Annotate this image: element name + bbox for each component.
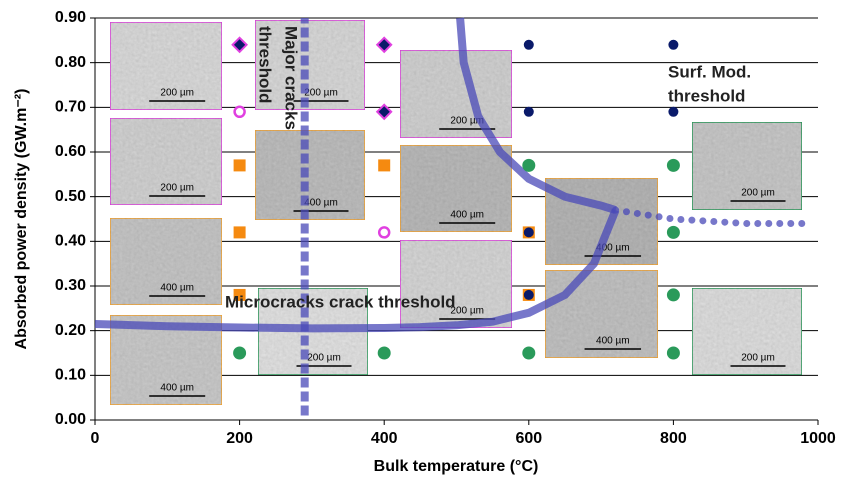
micrograph-inset: 200 µm: [110, 22, 222, 110]
micrograph-inset: 400 µm: [400, 145, 512, 232]
marker: [668, 40, 678, 50]
x-tick-label: 200: [226, 430, 253, 447]
marker: [378, 159, 390, 171]
y-tick-label: 0.60: [55, 143, 86, 160]
marker: [524, 290, 534, 300]
scale-label: 200 µm: [160, 183, 194, 194]
micrograph-inset: 400 µm: [255, 130, 365, 220]
scale-label: 200 µm: [160, 88, 194, 99]
marker: [522, 159, 535, 172]
micrograph-inset: 400 µm: [110, 218, 222, 305]
marker: [667, 226, 680, 239]
scale-label: 400 µm: [596, 336, 630, 347]
micrograph-inset: 200 µm: [110, 118, 222, 205]
micrograph-inset: 200 µm: [400, 240, 512, 328]
marker: [668, 107, 678, 117]
marker: [234, 159, 246, 171]
x-tick-label: 600: [515, 430, 542, 447]
scale-label: 200 µm: [304, 88, 338, 99]
y-tick-label: 0.80: [55, 54, 86, 71]
marker: [234, 226, 246, 238]
marker: [524, 107, 534, 117]
scale-label: 400 µm: [160, 283, 194, 294]
x-tick-label: 400: [371, 430, 398, 447]
marker: [667, 347, 680, 360]
y-tick-label: 0.10: [55, 367, 86, 384]
marker: [667, 288, 680, 301]
chart: Absorbed power density (GW.m⁻²) Bulk tem…: [0, 0, 842, 479]
y-tick-label: 0.30: [55, 277, 86, 294]
x-axis-title: Bulk temperature (°C): [374, 458, 539, 475]
y-tick-label: 0.20: [55, 322, 86, 339]
marker: [233, 38, 247, 52]
annotation: threshold: [256, 26, 275, 103]
scale-label: 200 µm: [741, 353, 775, 364]
x-tick-label: 1000: [800, 430, 836, 447]
marker: [377, 38, 391, 52]
annotation: Major cracks: [282, 26, 301, 130]
marker: [667, 159, 680, 172]
x-tick-label: 0: [91, 430, 100, 447]
scale-label: 400 µm: [304, 198, 338, 209]
y-tick-label: 0.70: [55, 99, 86, 116]
scale-label: 200 µm: [307, 353, 341, 364]
y-tick-label: 0.00: [55, 411, 86, 428]
micrograph-inset: 400 µm: [545, 270, 658, 358]
y-axis-title: Absorbed power density (GW.m⁻²): [13, 89, 30, 350]
annotation: threshold: [668, 86, 745, 105]
y-tick-label: 0.40: [55, 233, 86, 250]
x-tick-label: 800: [660, 430, 687, 447]
marker: [233, 347, 246, 360]
annotation: Microcracks crack threshold: [225, 292, 456, 311]
marker: [378, 347, 391, 360]
micrograph-inset: 200 µm: [400, 50, 512, 138]
marker: [524, 227, 534, 237]
micrograph-inset: 200 µm: [692, 122, 802, 210]
y-tick-label: 0.50: [55, 188, 86, 205]
marker: [524, 40, 534, 50]
scale-label: 200 µm: [741, 188, 775, 199]
marker: [379, 227, 389, 237]
y-tick-label: 0.90: [55, 9, 86, 26]
marker: [522, 347, 535, 360]
annotation: Surf. Mod.: [668, 62, 751, 81]
scale-label: 400 µm: [160, 383, 194, 394]
marker: [235, 107, 245, 117]
micrograph-inset: 200 µm: [692, 288, 802, 375]
scale-label: 400 µm: [450, 210, 484, 221]
